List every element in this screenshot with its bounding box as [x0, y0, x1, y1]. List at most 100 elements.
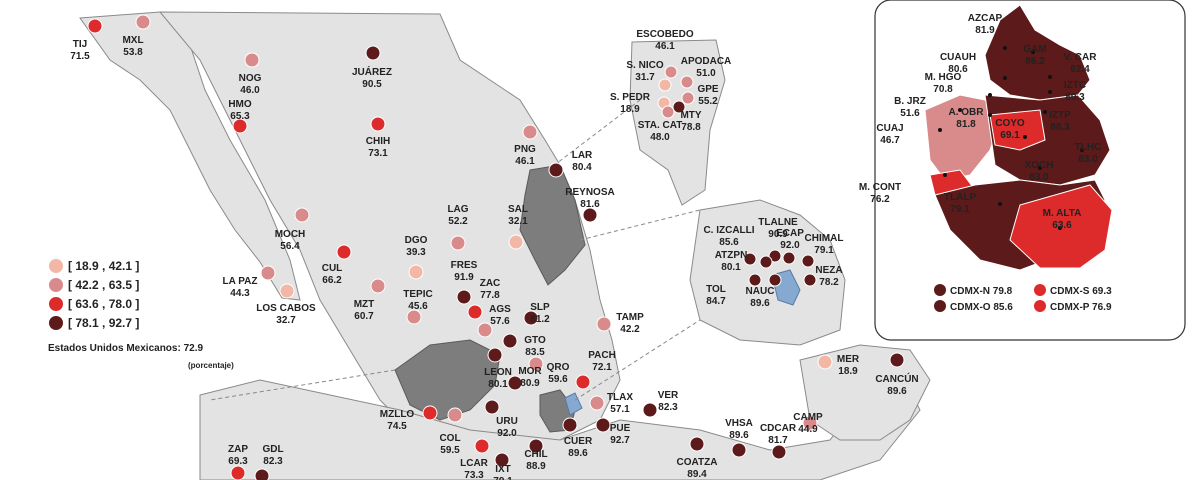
- city-name: NEZA: [815, 265, 842, 276]
- city-marker: [279, 283, 295, 299]
- city-value: 89.6: [729, 430, 749, 441]
- city-value: 74.5: [387, 421, 407, 432]
- monterrey-inset-land: [629, 39, 726, 206]
- national-value: Estados Unidos Mexicanos: 72.9: [48, 343, 203, 354]
- borough-value: 86.2: [1025, 56, 1045, 67]
- city-name: CDCAR: [760, 423, 797, 434]
- region-swatch: [934, 284, 946, 296]
- city-marker: [759, 255, 773, 269]
- legend-swatch: [49, 316, 63, 330]
- borough-name: V. CAR: [1064, 52, 1098, 63]
- borough-name: XOCH: [1025, 160, 1054, 171]
- region-swatch: [1034, 284, 1046, 296]
- city-value: 73.3: [464, 470, 484, 480]
- city-name: LAR: [572, 150, 593, 161]
- city-value: 80.1: [488, 379, 508, 390]
- city-marker: [456, 289, 472, 305]
- city-marker: [87, 18, 103, 34]
- edomex-inset-land: [689, 199, 846, 346]
- city-name: CHIH: [366, 136, 390, 147]
- leader-lines: [209, 99, 701, 401]
- borough-point: [938, 128, 942, 132]
- city-marker: [447, 407, 463, 423]
- city-value: 32.7: [276, 315, 296, 326]
- region-cdmx-s-69-3: CDMX-S 69.3: [1034, 284, 1112, 297]
- city-name: HMO: [228, 99, 252, 110]
- borough-name: IZTC: [1064, 80, 1086, 91]
- borough-value: 80.6: [948, 64, 968, 75]
- region-swatch: [934, 300, 946, 312]
- borough-point: [943, 173, 947, 177]
- city-name: FRES: [451, 260, 478, 271]
- city-value: 82.3: [658, 402, 678, 413]
- city-marker: [801, 254, 815, 268]
- borough-point: [988, 93, 992, 97]
- city-name: MXL: [122, 35, 143, 46]
- city-value: 84.7: [706, 296, 726, 307]
- borough-value: 79.1: [950, 204, 970, 215]
- city-marker: [528, 438, 544, 454]
- city-name: GDL: [262, 444, 283, 455]
- city-marker: [477, 322, 493, 338]
- city-marker: [562, 417, 578, 433]
- city-marker: [642, 402, 658, 418]
- city-name: ECAP: [776, 228, 804, 239]
- city-name: QRO: [547, 362, 570, 373]
- legend-label: [ 78.1 , 92.7 ]: [68, 316, 139, 330]
- city-value: 92.7: [610, 435, 630, 446]
- city-name: LAG: [447, 204, 468, 215]
- city-value: 39.3: [406, 247, 426, 258]
- borough-name: M. CONT: [859, 182, 901, 193]
- city-value: 81.6: [580, 199, 600, 210]
- city-value: 89.6: [750, 298, 770, 309]
- city-value: 44.3: [230, 288, 250, 299]
- city-name: APODACA: [681, 56, 732, 67]
- city-name: PUE: [610, 423, 631, 434]
- city-value: 80.4: [572, 162, 592, 173]
- borough-value: 76.2: [870, 194, 890, 205]
- borough-name: TLHC: [1075, 142, 1102, 153]
- city-value: 92.0: [780, 240, 800, 251]
- legend-swatch: [49, 259, 63, 273]
- city-name: CANCÚN: [875, 372, 918, 385]
- legend-item: [ 18.9 , 42.1 ]: [49, 259, 139, 273]
- legend-swatch: [49, 278, 63, 292]
- city-marker: [802, 415, 818, 431]
- city-marker: [889, 352, 905, 368]
- city-value: 57.6: [490, 316, 510, 327]
- city-marker: [595, 417, 611, 433]
- city-name: PACH: [588, 350, 616, 361]
- city-marker: [731, 442, 747, 458]
- city-value: 80.1: [721, 262, 741, 273]
- city-value: 53.8: [123, 47, 143, 58]
- borough-value: 69.1: [1000, 130, 1020, 141]
- city-value: 85.6: [719, 237, 739, 248]
- city-name: LEON: [484, 367, 512, 378]
- city-name: ESCOBEDO: [636, 29, 693, 40]
- city-value: 55.2: [698, 96, 718, 107]
